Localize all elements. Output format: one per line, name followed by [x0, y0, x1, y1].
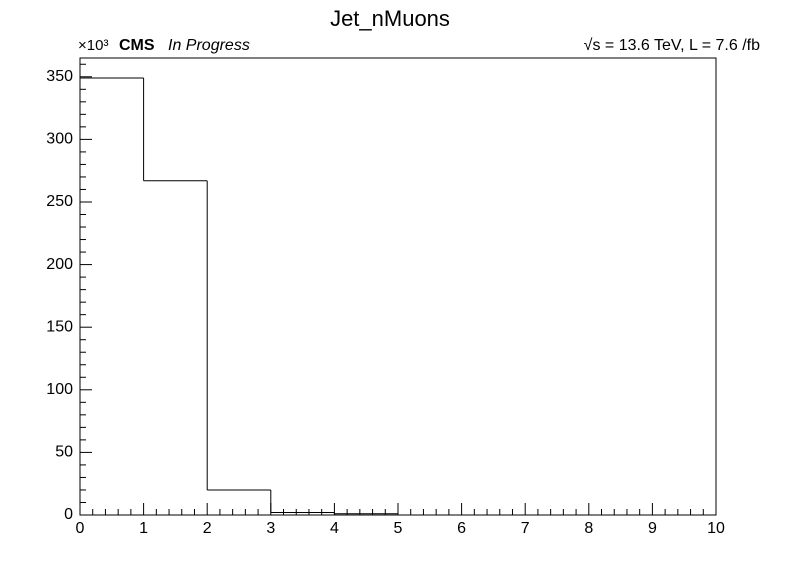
y-tick-label: 250: [46, 193, 73, 210]
x-tick-label: 8: [584, 520, 593, 537]
x-tick-label: 1: [139, 520, 148, 537]
y-tick-label: 200: [46, 256, 73, 273]
x-tick-label: 9: [648, 520, 657, 537]
y-tick-label: 50: [55, 444, 73, 461]
status-label: In Progress: [168, 37, 250, 54]
y-tick-label: 100: [46, 381, 73, 398]
y-tick-label: 0: [64, 506, 73, 523]
chart-title: Jet_nMuons: [330, 6, 450, 31]
x-tick-label: 3: [266, 520, 275, 537]
x-tick-label: 7: [521, 520, 530, 537]
energy-lumi-label: √s = 13.6 TeV, L = 7.6 /fb: [584, 37, 760, 54]
x-tick-label: 4: [330, 520, 339, 537]
x-tick-label: 0: [76, 520, 85, 537]
histogram-edges: [79, 78, 399, 515]
x-tick-label: 10: [707, 520, 725, 537]
x-tick-label: 6: [457, 520, 466, 537]
y-tick-label: 150: [46, 318, 73, 335]
x-tick-label: 5: [394, 520, 403, 537]
experiment-label: CMS: [119, 37, 155, 54]
x-tick-label: 2: [203, 520, 212, 537]
y-tick-label: 350: [46, 68, 73, 85]
y-tick-label: 300: [46, 131, 73, 148]
y-scale-label: ×10³: [78, 37, 108, 54]
